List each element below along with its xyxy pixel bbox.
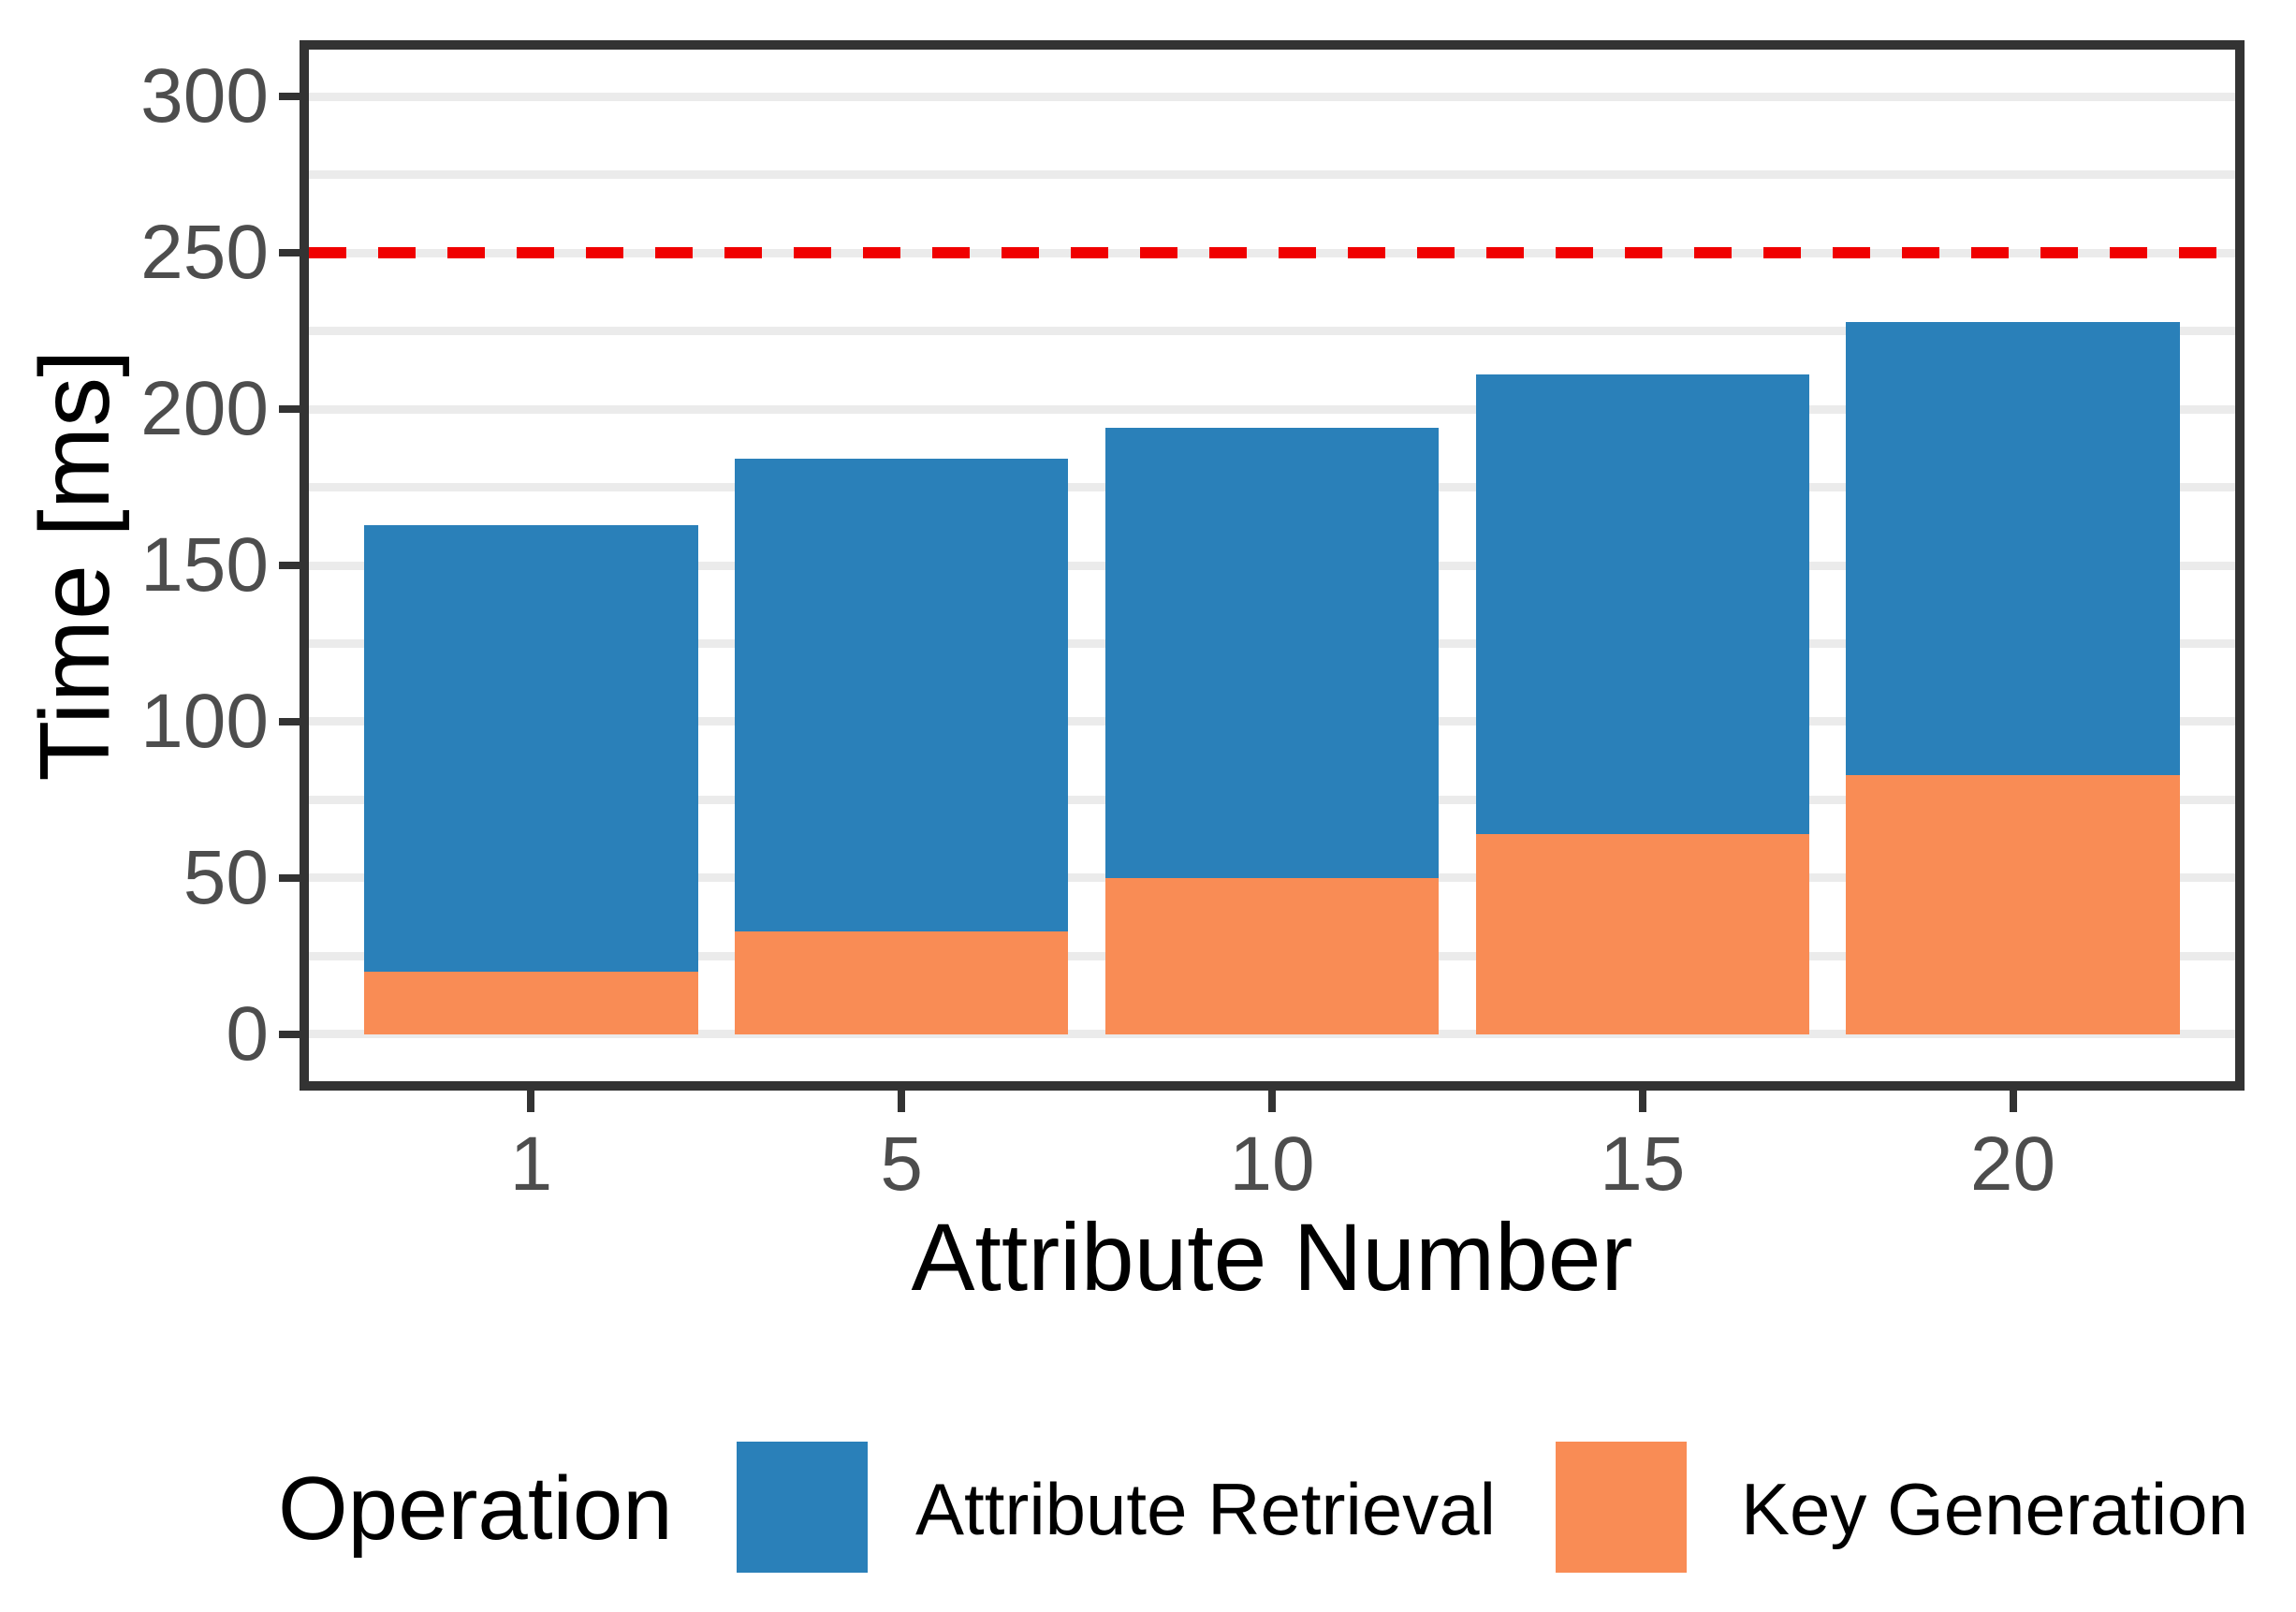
bar-segment-attribute-retrieval <box>735 459 1069 931</box>
minor-gridline <box>309 327 2235 336</box>
bar-segment-key-generation <box>1475 834 1809 1034</box>
x-tick-label: 10 <box>1229 1121 1315 1207</box>
bar-segment-attribute-retrieval <box>1104 428 1440 878</box>
y-tick-label: 100 <box>140 678 269 764</box>
y-axis-tick <box>279 249 300 257</box>
y-tick-label: 150 <box>140 522 269 608</box>
bar-segment-key-generation <box>1104 877 1440 1034</box>
x-tick-label: 1 <box>509 1121 553 1207</box>
legend-label-attribute-retrieval: Attribute Retrieval <box>915 1468 1496 1550</box>
y-axis-tick <box>279 717 300 725</box>
x-axis-tick <box>2009 1091 2017 1112</box>
y-tick-label: 250 <box>140 210 269 296</box>
minor-gridline <box>309 170 2235 180</box>
major-gridline <box>309 404 2235 414</box>
y-axis-tick <box>279 562 300 569</box>
bar-segment-key-generation <box>1846 774 2180 1034</box>
major-gridline <box>309 92 2235 101</box>
x-axis-title: Attribute Number <box>911 1204 1633 1311</box>
legend-label-key-generation: Key Generation <box>1741 1468 2249 1550</box>
legend-title: Operation <box>278 1458 673 1559</box>
plot-panel <box>300 40 2245 1091</box>
bar-segment-key-generation <box>364 972 698 1034</box>
y-axis-tick <box>279 873 300 882</box>
x-tick-label: 15 <box>1600 1121 1686 1207</box>
y-tick-label: 200 <box>140 366 269 452</box>
x-axis-tick <box>527 1091 535 1112</box>
major-gridline <box>309 1030 2235 1039</box>
legend-swatch-key-generation <box>1556 1442 1687 1573</box>
x-tick-label: 20 <box>1969 1121 2056 1207</box>
y-axis-tick <box>279 93 300 101</box>
bar-segment-attribute-retrieval <box>1475 374 1809 835</box>
y-tick-label: 50 <box>183 834 269 920</box>
y-tick-label: 0 <box>226 990 269 1077</box>
bar-segment-attribute-retrieval <box>364 524 698 973</box>
x-axis-tick <box>898 1091 906 1112</box>
y-axis-tick <box>279 405 300 414</box>
reference-line-250ms <box>309 247 2235 259</box>
y-axis-tick <box>279 1030 300 1038</box>
x-axis-tick <box>1268 1091 1276 1112</box>
legend-swatch-attribute-retrieval <box>737 1442 868 1573</box>
x-axis-tick <box>1638 1091 1646 1112</box>
bar-segment-key-generation <box>735 931 1069 1034</box>
x-tick-label: 5 <box>880 1121 924 1207</box>
bar-segment-attribute-retrieval <box>1846 321 2180 775</box>
y-tick-label: 300 <box>140 53 269 139</box>
